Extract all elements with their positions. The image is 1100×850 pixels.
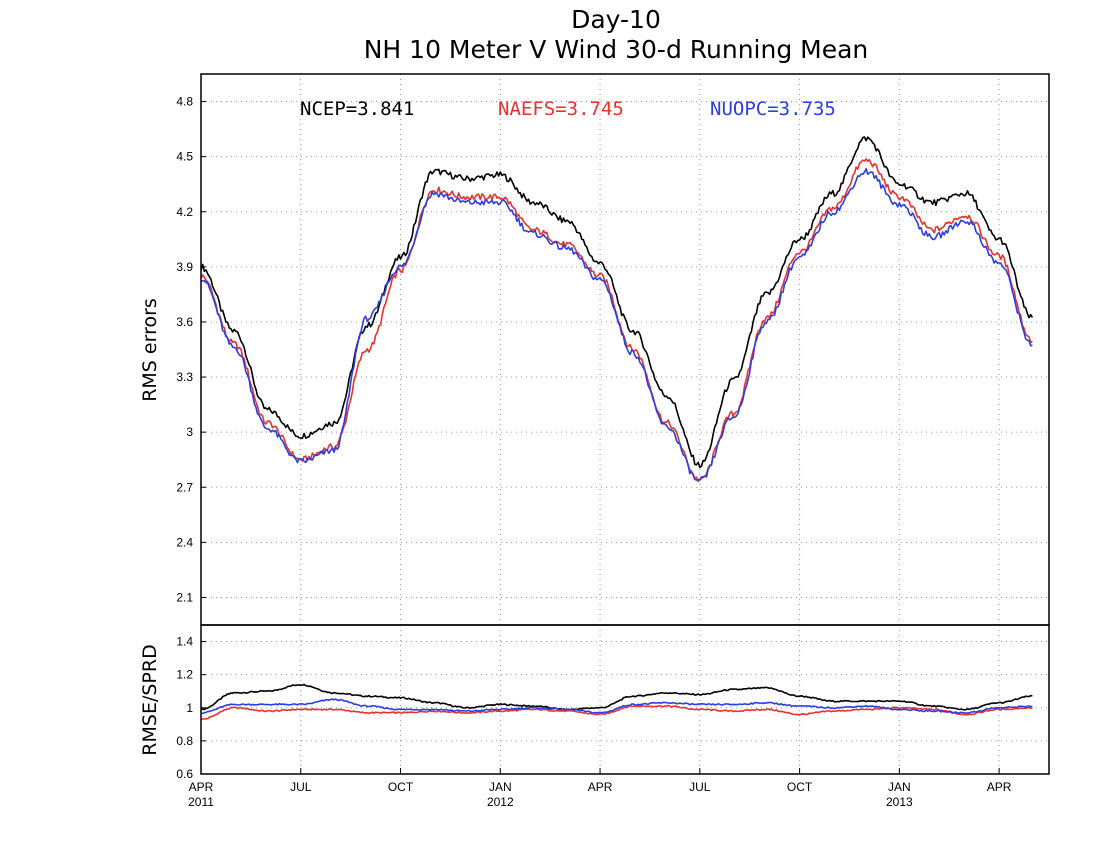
y-tick-label: 3.6	[176, 315, 193, 329]
x-tick-label: OCT	[388, 780, 414, 794]
y-tick-label: 2.7	[176, 480, 193, 494]
rmse-sprd-panel: 0.6 0.8 1 1.2 1.4	[176, 624, 1050, 781]
series-line-nuopc	[200, 168, 1033, 481]
x-tick-year-label: 2011	[188, 795, 214, 809]
legend-nuopc: NUOPC=3.735	[710, 98, 836, 120]
x-tick-label: JAN	[888, 780, 911, 794]
y-tick-label: 2.1	[176, 590, 193, 604]
chart-subtitle: Day-10	[571, 5, 661, 34]
x-tick-label: JUL	[290, 780, 312, 794]
series-line-ncep	[200, 136, 1034, 469]
x-tick-label: APR	[588, 780, 613, 794]
series-line-naefs	[200, 158, 1033, 483]
x-tick-year-label: 2013	[886, 795, 913, 809]
y-tick-label: 1.2	[176, 668, 193, 682]
x-tick-label: APR	[987, 780, 1012, 794]
x-tick-label: JAN	[489, 780, 512, 794]
x-tick-year-label: 2012	[487, 795, 514, 809]
y-tick-label: 3.9	[176, 260, 193, 274]
y-tick-label: 4.5	[176, 150, 193, 164]
y-tick-label: 0.6	[176, 767, 193, 781]
legend-naefs: NAEFS=3.745	[498, 98, 624, 120]
series-line-ncep	[200, 683, 1033, 711]
y-tick-label: 4.8	[176, 95, 193, 109]
y-tick-label: 3.3	[176, 370, 193, 384]
series-line-naefs	[200, 704, 1033, 721]
chart-title: NH 10 Meter V Wind 30-d Running Mean	[364, 35, 869, 64]
legend-ncep: NCEP=3.841	[300, 98, 414, 120]
y-tick-label: 4.2	[176, 205, 193, 219]
y-tick-label: 1	[186, 701, 193, 715]
top-y-axis-label: RMS errors	[139, 298, 161, 402]
x-tick-label: JUL	[689, 780, 711, 794]
plot-frame	[200, 624, 1050, 775]
x-tick-label: APR	[189, 780, 214, 794]
y-tick-label: 3	[186, 425, 193, 439]
x-tick-label: OCT	[787, 780, 813, 794]
y-tick-label: 0.8	[176, 734, 193, 748]
rms-errors-panel: 2.1 2.4 2.7 3 3.3 3.6 3.9 4.2 4.5 4.8	[176, 73, 1050, 626]
y-tick-label: 1.4	[176, 635, 193, 649]
bottom-y-axis-label: RMSE/SPRD	[139, 644, 161, 755]
y-tick-label: 2.4	[176, 535, 193, 549]
series-line-nuopc	[200, 698, 1033, 715]
